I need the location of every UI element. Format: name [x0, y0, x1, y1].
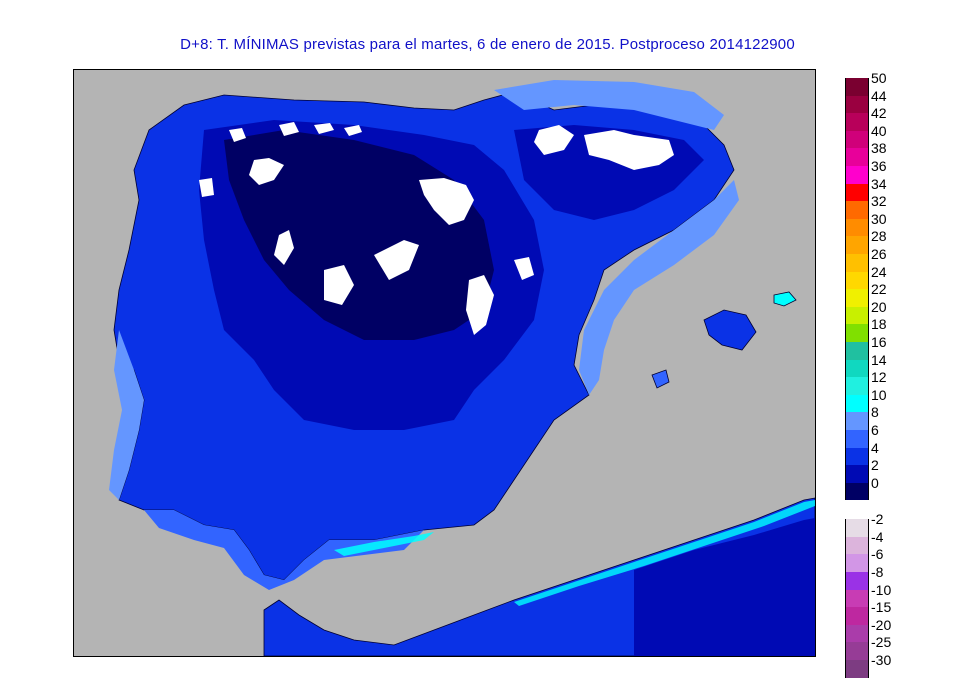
legend-swatch [845, 447, 869, 466]
legend-label: 36 [871, 158, 887, 174]
legend-swatch [845, 642, 869, 660]
legend-label: 28 [871, 228, 887, 245]
legend-label: 20 [871, 298, 887, 315]
legend-swatch [845, 289, 869, 307]
legend-label: 32 [871, 193, 887, 210]
legend-label: 24 [871, 263, 887, 280]
legend-label: -10 [871, 581, 892, 598]
legend-swatch [845, 324, 869, 342]
legend-label: 18 [871, 316, 887, 333]
legend-swatch [845, 201, 869, 219]
legend-label: -4 [871, 528, 884, 545]
legend-swatch [845, 183, 869, 202]
legend-label: 10 [871, 386, 887, 403]
legend-swatch [845, 412, 869, 430]
temperature-map [73, 69, 816, 657]
legend-label: 38 [871, 140, 887, 157]
legend-label: 26 [871, 246, 887, 262]
north-africa-interior [634, 518, 815, 656]
legend-label: 14 [871, 351, 887, 368]
legend-label: -15 [871, 599, 892, 616]
legend-label: 30 [871, 210, 887, 227]
coast-warm-south [144, 510, 424, 590]
legend-label: -2 [871, 511, 884, 528]
legend-label: 16 [871, 334, 887, 350]
legend-swatch [845, 306, 869, 325]
legend-swatch [845, 342, 869, 360]
coast-warmest [334, 532, 434, 556]
legend-label: 8 [871, 404, 879, 421]
coast-warm-north [494, 80, 724, 130]
legend-swatch [845, 166, 869, 184]
legend-label: 4 [871, 439, 879, 456]
north-africa-coast [514, 500, 815, 606]
legend-swatch [845, 254, 869, 272]
temperature-legend: 50 44 42 40 38 36 34 32 30 28 26 24 22 20 18 16 14 12 10 8 6… [845, 71, 965, 678]
menorca [773, 291, 797, 307]
legend-label: 6 [871, 422, 879, 438]
legend-label: -20 [871, 616, 892, 633]
legend-swatch [845, 572, 869, 590]
legend-swatch [845, 78, 869, 96]
legend-swatch [845, 218, 869, 237]
legend-swatch [845, 607, 869, 625]
legend-label: -6 [871, 546, 884, 563]
legend-label: -25 [871, 634, 892, 651]
legend-label: 44 [871, 87, 887, 104]
ibiza [651, 369, 670, 389]
map-title: D+8: T. MÍNIMAS previstas para el martes… [180, 36, 795, 53]
legend-label: -8 [871, 564, 884, 580]
legend-swatch [845, 624, 869, 643]
legend-swatch [845, 519, 869, 537]
mallorca [703, 309, 757, 351]
legend-swatch [845, 554, 869, 572]
legend-swatch [845, 113, 869, 131]
legend-swatch [845, 236, 869, 254]
legend-swatch [845, 130, 869, 149]
legend-label: 2 [871, 457, 879, 474]
legend-swatch [845, 377, 869, 395]
legend-label: 0 [871, 474, 879, 491]
coast-warm-east [579, 180, 739, 395]
legend-label: 12 [871, 369, 887, 386]
legend-label: 34 [871, 175, 887, 192]
legend-label: -30 [871, 652, 892, 668]
legend-swatch [845, 536, 869, 555]
legend-swatch [845, 359, 869, 378]
legend-swatch [845, 465, 869, 483]
legend-swatch [845, 394, 869, 413]
legend-label: 40 [871, 122, 887, 139]
legend-swatch [845, 660, 869, 678]
legend-swatch [845, 148, 869, 166]
legend-label: 42 [871, 105, 887, 122]
legend-swatch [845, 95, 869, 114]
legend-swatch [845, 271, 869, 290]
legend-swatch [845, 589, 869, 608]
legend-swatch [845, 482, 869, 501]
legend-label: 22 [871, 281, 887, 298]
legend-label: 50 [871, 70, 887, 86]
frost-patches [199, 122, 674, 335]
coast-warm-west [109, 330, 144, 500]
legend-swatch [845, 430, 869, 448]
